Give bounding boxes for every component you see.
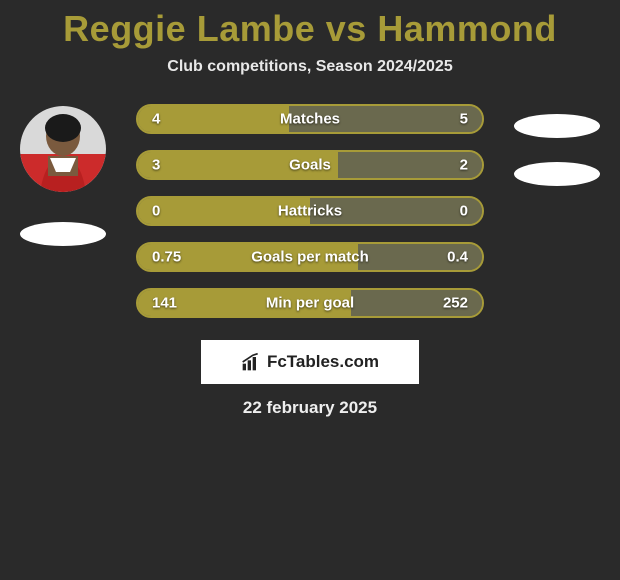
title-player2: Hammond [377, 8, 557, 49]
date: 22 february 2025 [0, 398, 620, 418]
metric-value-player1: 0.75 [152, 249, 181, 266]
player1-column [8, 104, 118, 246]
player1-avatar [20, 106, 106, 192]
metric-bar: 0.75 Goals per match 0.4 [136, 242, 484, 272]
metric-label: Matches [280, 111, 340, 128]
metric-bar: 0 Hattricks 0 [136, 196, 484, 226]
metric-label: Min per goal [266, 295, 354, 312]
metric-value-player2: 0 [460, 203, 468, 220]
metric-label: Hattricks [278, 203, 342, 220]
metric-label: Goals per match [251, 249, 369, 266]
bar-chart-icon [241, 352, 261, 372]
metrics-bars: 4 Matches 5 3 Goals 2 0 Hattricks 0 0.75 Goals per… [136, 104, 484, 318]
player2-ellipse-1 [514, 114, 600, 138]
metric-value-player1: 3 [152, 157, 160, 174]
avatar-placeholder-icon [20, 106, 106, 192]
metric-value-player1: 4 [152, 111, 160, 128]
metric-bar: 4 Matches 5 [136, 104, 484, 134]
player2-ellipse-2 [514, 162, 600, 186]
logo-text: FcTables.com [267, 352, 379, 372]
subtitle: Club competitions, Season 2024/2025 [0, 58, 620, 76]
title-vs: vs [326, 8, 367, 49]
player2-column [502, 104, 612, 186]
metric-value-player2: 0.4 [447, 249, 468, 266]
page-title: Reggie Lambe vs Hammond [0, 8, 620, 50]
metric-label: Goals [289, 157, 331, 174]
metric-bar: 141 Min per goal 252 [136, 288, 484, 318]
main-row: 4 Matches 5 3 Goals 2 0 Hattricks 0 0.75 Goals per… [0, 104, 620, 318]
metric-value-player2: 252 [443, 295, 468, 312]
metric-bar: 3 Goals 2 [136, 150, 484, 180]
logo-box: FcTables.com [201, 340, 419, 384]
bar-fill-player1 [138, 106, 289, 132]
metric-value-player1: 0 [152, 203, 160, 220]
metric-value-player2: 5 [460, 111, 468, 128]
player1-name-ellipse [20, 222, 106, 246]
metric-value-player1: 141 [152, 295, 177, 312]
metric-value-player2: 2 [460, 157, 468, 174]
comparison-container: Reggie Lambe vs Hammond Club competition… [0, 0, 620, 418]
title-player1: Reggie Lambe [63, 8, 315, 49]
